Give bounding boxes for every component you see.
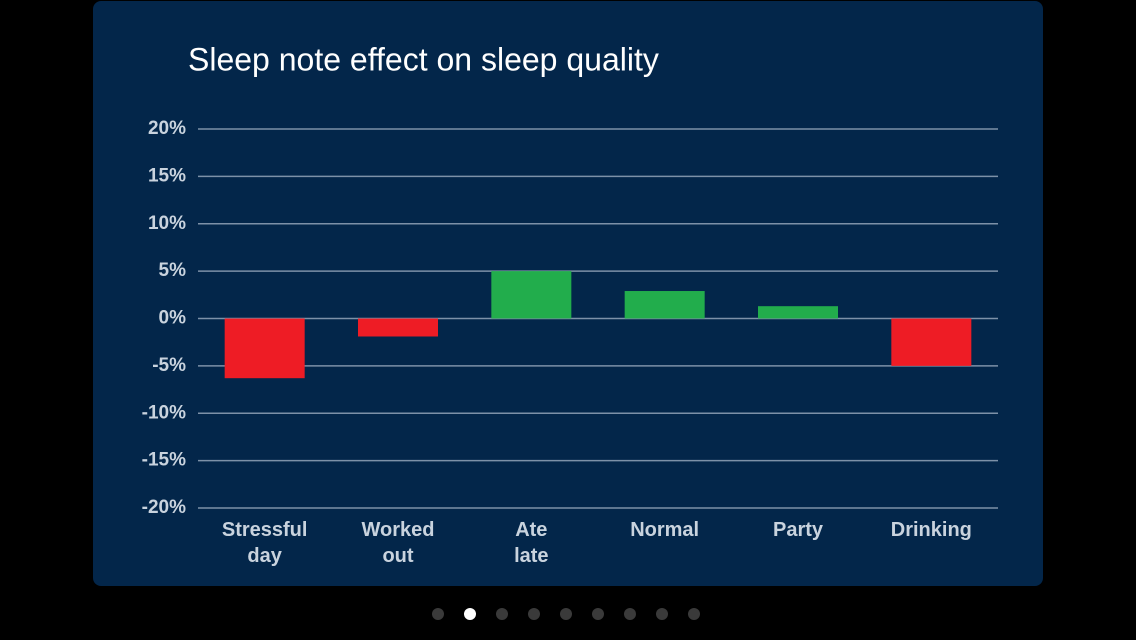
page-dot[interactable] bbox=[656, 608, 668, 620]
x-tick-label: Stressful day bbox=[221, 519, 308, 567]
page-dot[interactable] bbox=[528, 608, 540, 620]
page-dot[interactable] bbox=[624, 608, 636, 620]
y-tick-label: -5% bbox=[152, 355, 186, 376]
page-dot[interactable] bbox=[560, 608, 572, 620]
page-dot[interactable] bbox=[496, 608, 508, 620]
x-tick-label: Worked out bbox=[361, 519, 435, 567]
page-dot[interactable] bbox=[432, 608, 444, 620]
page-dot-active[interactable] bbox=[464, 608, 476, 620]
bar bbox=[224, 318, 305, 379]
y-tick-label: 15% bbox=[148, 165, 186, 186]
x-tick-label: Drinking bbox=[890, 519, 972, 541]
y-tick-label: 0% bbox=[159, 308, 187, 329]
y-tick-label: -20% bbox=[142, 497, 186, 518]
bar bbox=[624, 291, 705, 319]
page-dot[interactable] bbox=[592, 608, 604, 620]
x-tick-label: Normal bbox=[630, 519, 700, 541]
x-tick-label: Party bbox=[772, 519, 824, 541]
bar bbox=[491, 271, 572, 319]
bar bbox=[358, 318, 438, 337]
page-dot[interactable] bbox=[688, 608, 700, 620]
page-dots bbox=[432, 608, 700, 620]
y-tick-label: 10% bbox=[148, 213, 186, 234]
bar bbox=[758, 306, 838, 319]
bar bbox=[891, 318, 972, 366]
y-tick-label: -10% bbox=[142, 402, 186, 423]
x-tick-label: Ate late bbox=[514, 519, 549, 567]
y-tick-label: 5% bbox=[159, 260, 187, 281]
y-tick-label: 20% bbox=[148, 118, 186, 139]
chart-title: Sleep note effect on sleep quality bbox=[188, 41, 659, 77]
y-tick-label: -15% bbox=[142, 450, 186, 471]
